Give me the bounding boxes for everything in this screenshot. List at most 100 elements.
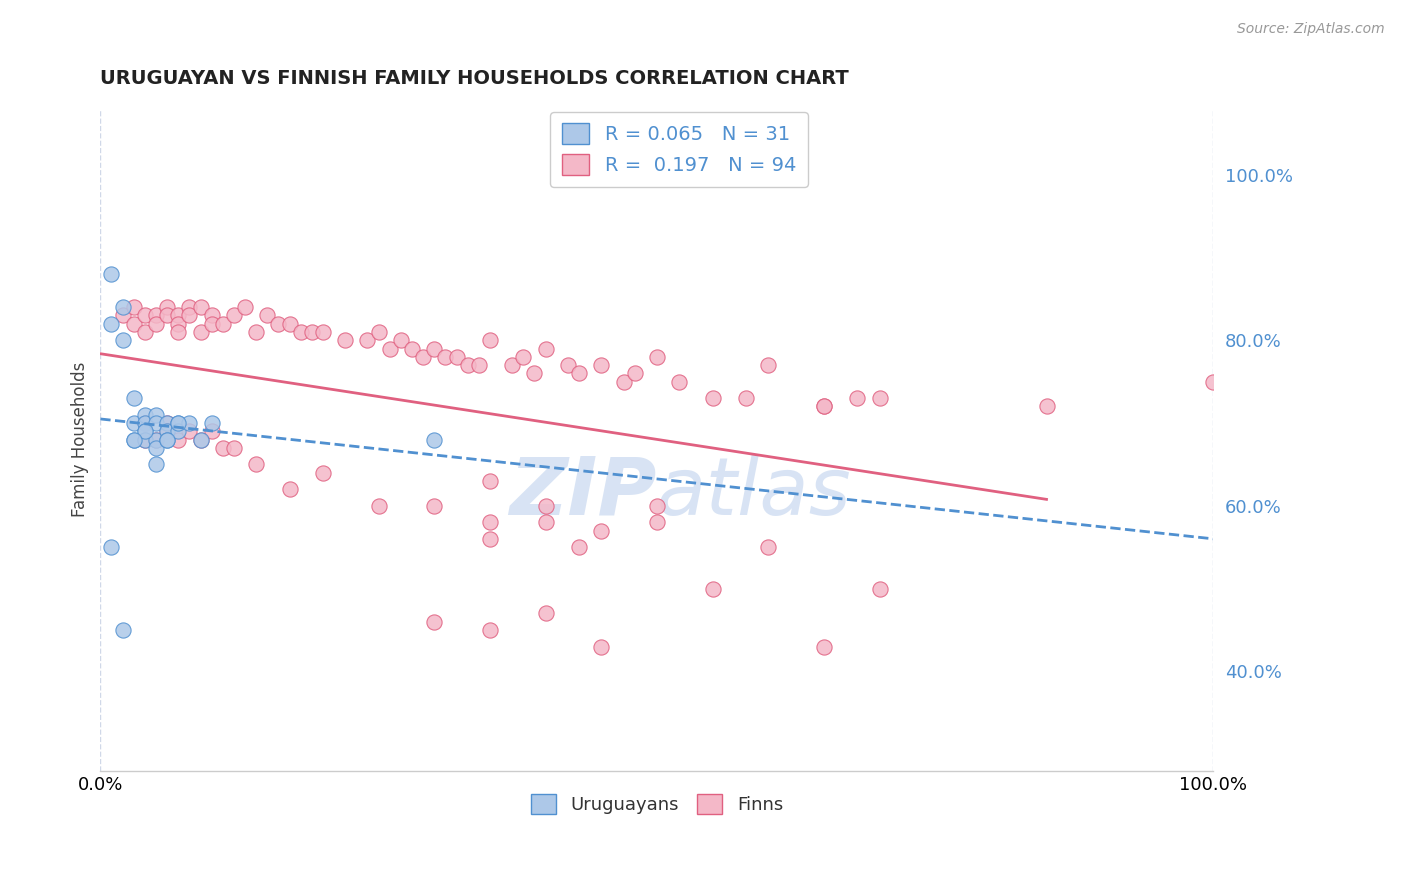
- Point: [145, 416, 167, 430]
- Point: [134, 416, 156, 430]
- Point: [145, 309, 167, 323]
- Point: [478, 474, 501, 488]
- Point: [591, 524, 613, 538]
- Point: [389, 333, 412, 347]
- Point: [335, 333, 357, 347]
- Point: [156, 416, 179, 430]
- Point: [156, 433, 179, 447]
- Point: [813, 640, 835, 654]
- Point: [478, 333, 501, 347]
- Point: [523, 367, 546, 381]
- Point: [167, 425, 190, 439]
- Text: ZIP: ZIP: [509, 453, 657, 532]
- Point: [201, 425, 224, 439]
- Point: [134, 425, 156, 439]
- Point: [290, 325, 312, 339]
- Point: [301, 325, 323, 339]
- Point: [145, 408, 167, 422]
- Point: [167, 317, 190, 331]
- Point: [457, 358, 479, 372]
- Point: [512, 350, 534, 364]
- Point: [156, 433, 179, 447]
- Point: [1202, 375, 1225, 389]
- Point: [134, 425, 156, 439]
- Point: [869, 391, 891, 405]
- Point: [401, 342, 423, 356]
- Point: [468, 358, 491, 372]
- Point: [702, 391, 724, 405]
- Point: [111, 623, 134, 637]
- Point: [869, 582, 891, 596]
- Point: [1035, 400, 1057, 414]
- Point: [156, 416, 179, 430]
- Point: [201, 309, 224, 323]
- Point: [478, 532, 501, 546]
- Text: Source: ZipAtlas.com: Source: ZipAtlas.com: [1237, 22, 1385, 37]
- Point: [190, 433, 212, 447]
- Point: [478, 516, 501, 530]
- Point: [145, 441, 167, 455]
- Point: [645, 499, 668, 513]
- Point: [167, 416, 190, 430]
- Point: [134, 408, 156, 422]
- Point: [612, 375, 634, 389]
- Point: [145, 317, 167, 331]
- Point: [122, 416, 145, 430]
- Point: [756, 358, 779, 372]
- Point: [278, 317, 301, 331]
- Point: [412, 350, 434, 364]
- Point: [122, 433, 145, 447]
- Point: [134, 309, 156, 323]
- Point: [167, 325, 190, 339]
- Point: [245, 458, 267, 472]
- Point: [423, 499, 446, 513]
- Point: [145, 433, 167, 447]
- Point: [111, 309, 134, 323]
- Point: [534, 499, 557, 513]
- Point: [378, 342, 401, 356]
- Point: [623, 367, 645, 381]
- Point: [179, 309, 201, 323]
- Point: [134, 433, 156, 447]
- Point: [423, 615, 446, 629]
- Point: [122, 391, 145, 405]
- Point: [167, 433, 190, 447]
- Point: [211, 441, 233, 455]
- Point: [201, 317, 224, 331]
- Point: [813, 400, 835, 414]
- Point: [134, 416, 156, 430]
- Point: [813, 400, 835, 414]
- Point: [267, 317, 290, 331]
- Point: [201, 416, 224, 430]
- Point: [156, 425, 179, 439]
- Point: [367, 325, 389, 339]
- Point: [134, 433, 156, 447]
- Point: [122, 317, 145, 331]
- Point: [190, 433, 212, 447]
- Point: [534, 342, 557, 356]
- Point: [156, 425, 179, 439]
- Point: [245, 325, 267, 339]
- Point: [534, 516, 557, 530]
- Y-axis label: Family Households: Family Households: [72, 362, 89, 517]
- Point: [501, 358, 523, 372]
- Point: [156, 309, 179, 323]
- Point: [100, 267, 122, 281]
- Point: [179, 300, 201, 314]
- Point: [846, 391, 869, 405]
- Point: [645, 350, 668, 364]
- Point: [568, 540, 591, 554]
- Point: [434, 350, 457, 364]
- Point: [222, 309, 245, 323]
- Point: [668, 375, 690, 389]
- Point: [534, 607, 557, 621]
- Point: [167, 416, 190, 430]
- Point: [179, 425, 201, 439]
- Point: [591, 358, 613, 372]
- Point: [312, 325, 335, 339]
- Point: [122, 433, 145, 447]
- Point: [756, 540, 779, 554]
- Point: [568, 367, 591, 381]
- Point: [367, 499, 389, 513]
- Point: [156, 300, 179, 314]
